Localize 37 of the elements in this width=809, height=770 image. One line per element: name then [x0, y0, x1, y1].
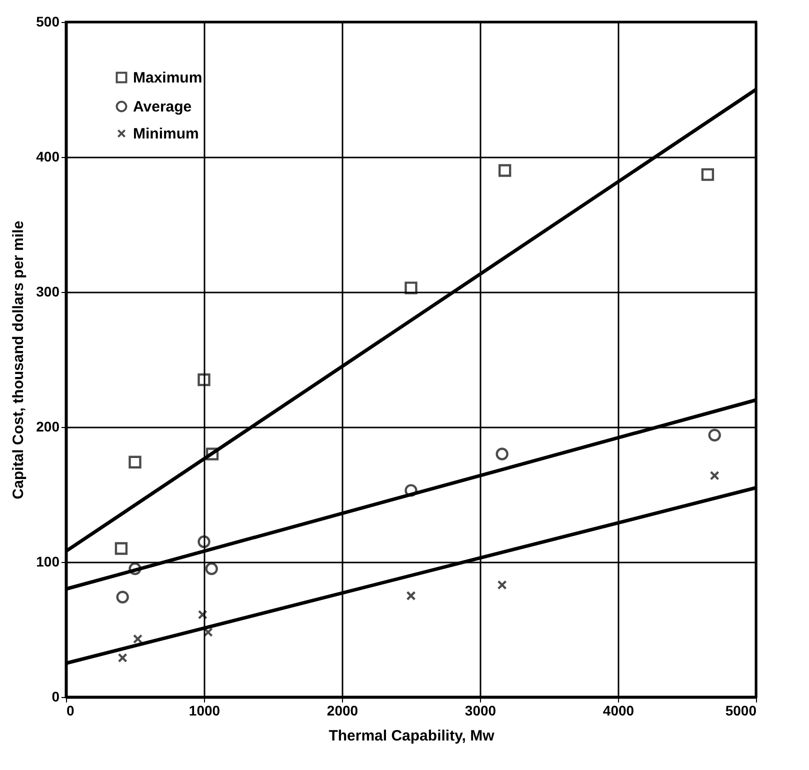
point	[198, 610, 208, 620]
point	[497, 580, 507, 590]
point	[128, 456, 142, 468]
y-tick-label: 200	[36, 418, 60, 434]
point	[710, 470, 720, 480]
point	[708, 428, 721, 442]
y-tick-label: 400	[36, 148, 60, 164]
legend-label: Average	[133, 98, 192, 116]
x-tick-label: 3000	[464, 702, 496, 718]
point	[498, 164, 512, 177]
point	[198, 535, 210, 548]
point	[496, 448, 508, 460]
y-tick-label: 500	[36, 14, 60, 30]
y-axis-title: Capital Cost, thousand dollars per mile	[10, 220, 28, 500]
point	[198, 373, 210, 386]
point	[116, 590, 129, 604]
point	[205, 562, 218, 576]
point	[118, 653, 128, 663]
point	[114, 542, 128, 555]
point	[203, 627, 213, 637]
legend-label: Maximum	[133, 70, 202, 86]
x-tick-label: 2000	[326, 702, 358, 718]
point	[206, 448, 219, 460]
point	[128, 562, 142, 576]
x-tick-label: 0	[66, 702, 74, 718]
point	[404, 282, 418, 294]
x-tick-label: 1000	[188, 702, 220, 718]
point	[406, 590, 416, 601]
y-tick-label: 100	[36, 554, 60, 570]
y-tick-label: 300	[36, 284, 60, 300]
x-tick-label: 5000	[725, 702, 757, 718]
y-tick-label: 0	[52, 688, 60, 704]
point	[132, 634, 143, 644]
x-axis-title: Thermal Capability, Mw	[328, 728, 495, 744]
x-tick-label: 4000	[602, 702, 634, 718]
point	[701, 168, 714, 181]
legend-label: Minimum	[133, 126, 199, 142]
